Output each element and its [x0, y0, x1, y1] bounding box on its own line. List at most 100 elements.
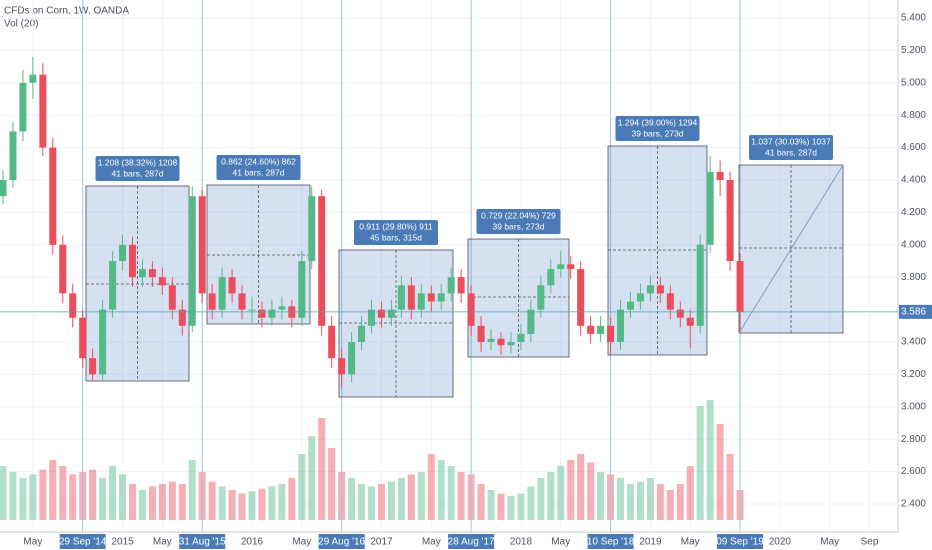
candle-body: [447, 277, 455, 294]
candle-body: [178, 309, 186, 326]
candle-body: [0, 180, 7, 197]
x-tick-label: 2015: [111, 537, 134, 548]
x-tick-label: 09 Sep '19: [716, 537, 764, 548]
candle-body: [527, 309, 535, 334]
volume-bar: [59, 466, 67, 520]
candle-body: [656, 285, 664, 294]
candle-body: [19, 82, 27, 132]
candle-body: [427, 293, 435, 302]
volume-bar: [109, 466, 117, 520]
candle-body: [99, 309, 107, 375]
x-tick-label: 2019: [639, 537, 662, 548]
candle-body: [487, 338, 495, 342]
volume-bar: [168, 481, 176, 520]
candle-body: [29, 74, 37, 83]
y-tick-label: 4.800: [901, 110, 926, 121]
candle-body: [587, 325, 595, 334]
x-label-highlight: [318, 534, 365, 549]
candle-body: [128, 244, 136, 278]
volume-bar: [99, 478, 107, 520]
volume-bar: [328, 448, 336, 520]
volume-bar: [597, 472, 605, 520]
volume-bar: [119, 474, 127, 520]
volume-bar: [636, 481, 644, 520]
volume-bar: [89, 469, 97, 520]
candle-body: [228, 277, 236, 294]
candle-body: [9, 131, 17, 180]
candle-body: [208, 293, 216, 310]
volume-bar: [368, 486, 376, 520]
candle-body: [607, 325, 615, 342]
candle-body: [567, 264, 575, 270]
volume-bar: [138, 490, 146, 520]
volume-bar: [567, 460, 575, 520]
x-tick-label: May: [422, 537, 441, 548]
candle-body: [298, 261, 306, 318]
volume-bar: [0, 466, 7, 520]
volume-bar: [248, 491, 256, 520]
candle-body: [517, 333, 525, 342]
candle-body: [617, 309, 625, 342]
volume-bar: [69, 474, 77, 520]
volume-bar: [646, 478, 654, 520]
candle-body: [547, 269, 555, 286]
volume-bar: [29, 474, 37, 520]
volume-bar: [447, 466, 455, 520]
volume-bar: [308, 436, 316, 520]
candle-body: [238, 293, 246, 310]
volume-bar: [128, 484, 136, 520]
range-diagonal: [738, 164, 844, 334]
candle-body: [119, 244, 127, 261]
x-tick-label: 2017: [370, 537, 393, 548]
volume-bar: [587, 462, 595, 520]
volume-bar: [417, 472, 425, 520]
volume-bar: [487, 490, 495, 520]
candle-body: [417, 293, 425, 310]
volume-bar: [507, 496, 515, 520]
range-label: 41 bars, 287d: [765, 147, 817, 157]
volume-bar: [457, 472, 465, 520]
range-label: 45 bars, 315d: [370, 232, 422, 242]
candle-body: [507, 342, 515, 346]
range-label: 0.862 (24.60%) 862: [221, 156, 296, 166]
volume-bar: [407, 474, 415, 520]
volume-bar: [626, 484, 634, 520]
candle-body: [368, 309, 376, 326]
x-tick-label: 2020: [769, 537, 792, 548]
y-tick-label: 3.200: [901, 369, 926, 380]
candle-body: [188, 196, 196, 326]
x-tick-label: 2018: [510, 537, 533, 548]
volume-bar: [218, 486, 226, 520]
x-tick-label: May: [23, 537, 42, 548]
volume-bar: [477, 484, 485, 520]
volume-bar: [208, 481, 216, 520]
candle-body: [69, 293, 77, 318]
candle-body: [706, 171, 714, 245]
candle-body: [248, 309, 256, 311]
range-label: 39 bars, 273d: [632, 128, 684, 138]
volume-bar: [557, 466, 565, 520]
range-label-box: [354, 220, 438, 245]
volume-bar: [268, 486, 276, 520]
range-label: 1.037 (30.03%) 1037: [751, 136, 831, 146]
candle-body: [138, 269, 146, 278]
candle-body: [168, 285, 176, 310]
range-label: 41 bars, 287d: [112, 168, 164, 178]
x-tick-label: Sep: [861, 537, 879, 548]
x-label-highlight: [587, 534, 634, 549]
volume-bar: [49, 460, 57, 520]
y-tick-label: 2.600: [901, 466, 926, 477]
y-tick-label: 3.400: [901, 337, 926, 348]
x-tick-label: May: [820, 537, 839, 548]
range-label-box: [749, 135, 833, 160]
volume-bar: [288, 478, 296, 520]
volume-bar: [387, 481, 395, 520]
y-tick-label: 2.800: [901, 434, 926, 445]
candle-body: [467, 293, 475, 326]
volume-bar: [9, 472, 17, 520]
candle-body: [577, 269, 585, 326]
volume-bar: [358, 484, 366, 520]
range-label: 39 bars, 273d: [493, 221, 545, 231]
range-label-box: [615, 116, 700, 141]
y-tick-label: 3.800: [901, 272, 926, 283]
